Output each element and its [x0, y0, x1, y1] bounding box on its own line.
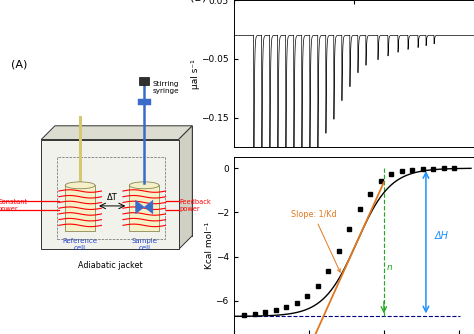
Text: Sample
cell: Sample cell: [131, 238, 157, 251]
FancyBboxPatch shape: [65, 185, 95, 231]
FancyBboxPatch shape: [138, 99, 151, 105]
Text: n: n: [387, 263, 392, 272]
Text: Feedback
power: Feedback power: [180, 199, 211, 212]
Text: ΔH: ΔH: [435, 230, 449, 240]
Ellipse shape: [129, 182, 159, 189]
Text: Slope: 1/Kd: Slope: 1/Kd: [291, 210, 340, 272]
Text: ΔT: ΔT: [107, 193, 118, 202]
Y-axis label: Kcal mol⁻¹: Kcal mol⁻¹: [205, 222, 214, 269]
Polygon shape: [136, 200, 153, 214]
Text: (B): (B): [191, 0, 207, 3]
Polygon shape: [55, 126, 192, 236]
Polygon shape: [179, 126, 192, 249]
Text: Adiabatic jacket: Adiabatic jacket: [78, 261, 142, 270]
Ellipse shape: [65, 182, 95, 189]
Y-axis label: μal s⁻¹: μal s⁻¹: [191, 59, 200, 89]
Text: Stirring
syringe: Stirring syringe: [152, 81, 179, 94]
Polygon shape: [41, 126, 192, 140]
FancyBboxPatch shape: [129, 185, 159, 231]
Text: (A): (A): [11, 59, 28, 69]
Text: Reference
cell: Reference cell: [63, 238, 98, 251]
Text: Constant
power: Constant power: [0, 199, 28, 212]
FancyBboxPatch shape: [139, 77, 149, 85]
FancyBboxPatch shape: [41, 140, 179, 249]
